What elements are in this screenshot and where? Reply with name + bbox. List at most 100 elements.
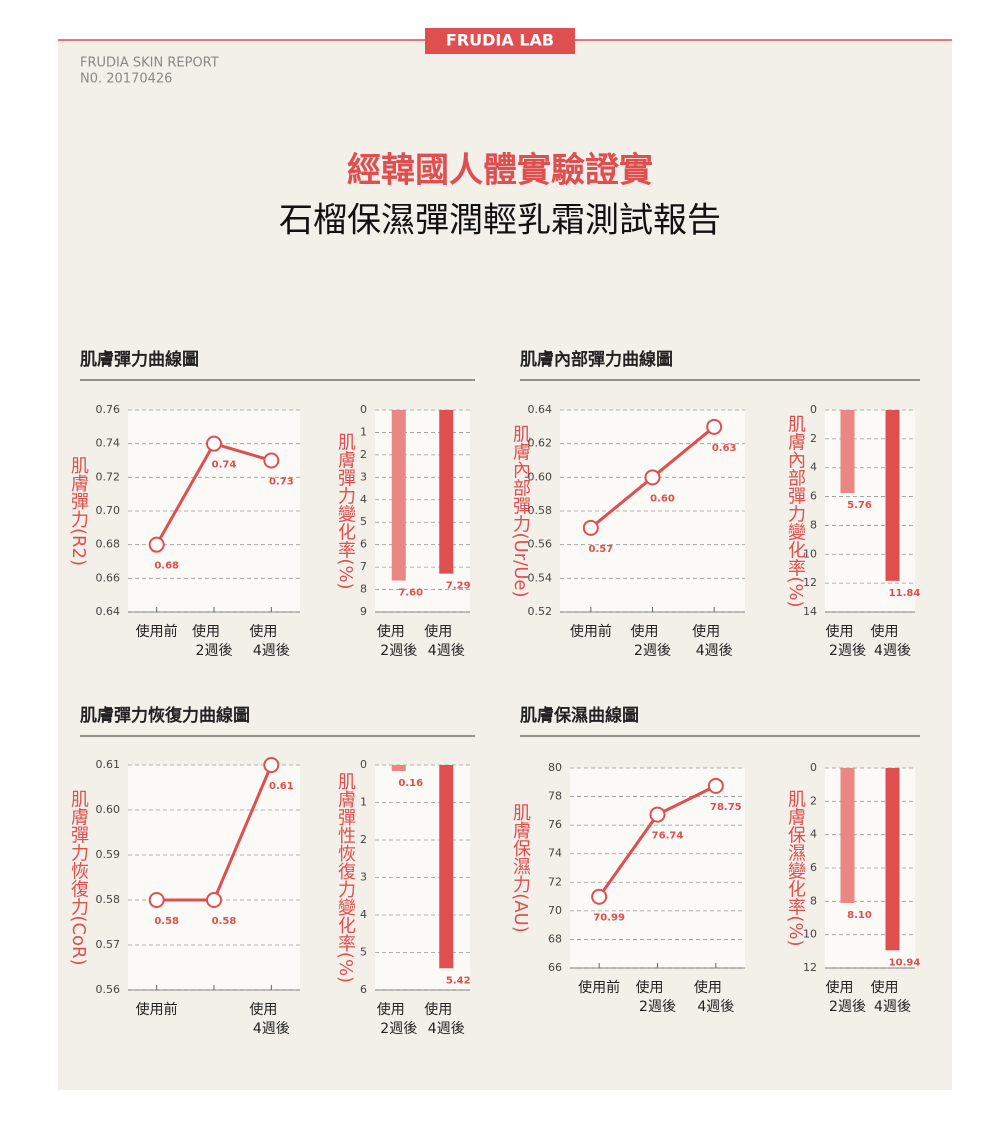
y-tick-label: 0.68	[96, 538, 121, 551]
y-tick-label: 9	[360, 605, 367, 618]
section-title: 肌膚彈力曲線圖	[80, 349, 199, 370]
y-tick-label: 2	[810, 794, 817, 807]
x-tick-label: 使用	[694, 979, 722, 996]
x-tick-label: 4週後	[253, 643, 290, 659]
y-tick-label: 4	[810, 461, 817, 474]
value-label: 7.60	[398, 588, 423, 599]
y-tick-label: 6	[810, 490, 817, 503]
badge-text: FRUDIA LAB	[446, 31, 554, 50]
y-tick-label: 5	[360, 946, 367, 959]
y-tick-label: 10	[803, 928, 817, 941]
y-axis-label: 肌膚保濕變化率(%)	[785, 789, 806, 946]
y-tick-label: 0.76	[96, 403, 121, 416]
y-tick-label: 66	[548, 961, 562, 974]
value-label: 10.94	[889, 957, 921, 968]
bar	[840, 768, 855, 903]
plot-area	[128, 765, 300, 990]
y-tick-label: 8	[810, 894, 817, 907]
value-label: 0.73	[269, 477, 294, 488]
y-tick-label: 1	[360, 796, 367, 809]
value-label: 11.84	[889, 588, 921, 599]
x-tick-label: 使用	[871, 979, 899, 996]
x-tick-label: 使用	[692, 623, 720, 640]
x-tick-label: 使用前	[136, 1001, 178, 1018]
y-tick-label: 0.70	[96, 504, 121, 517]
y-tick-label: 0.59	[96, 848, 121, 861]
x-tick-label: 4週後	[428, 643, 465, 659]
y-tick-label: 0.64	[96, 605, 121, 618]
point	[707, 777, 724, 794]
y-tick-label: 0.57	[96, 938, 121, 951]
x-tick-label: 2週後	[380, 643, 417, 659]
point	[263, 452, 280, 469]
section-title: 肌膚保濕曲線圖	[520, 705, 639, 726]
x-tick-label: 使用	[424, 1001, 452, 1018]
value-label: 0.58	[212, 916, 237, 927]
y-axis-label: 肌膚彈力變化率(%)	[335, 432, 356, 589]
y-tick-label: 74	[548, 847, 562, 860]
value-label: 0.58	[154, 916, 179, 927]
value-label: 78.75	[710, 802, 742, 813]
value-label: 0.16	[398, 778, 423, 789]
x-tick-label: 使用	[871, 623, 899, 640]
x-tick-label: 2週後	[639, 999, 676, 1015]
y-tick-label: 0.56	[528, 538, 553, 551]
x-tick-label: 使用	[826, 979, 854, 996]
x-tick-label: 4週後	[697, 999, 734, 1015]
x-tick-label: 使用	[249, 1001, 277, 1018]
y-tick-label: 2	[360, 833, 367, 846]
value-label: 7.29	[446, 581, 471, 592]
x-tick-label: 使用前	[136, 623, 178, 640]
value-label: 5.42	[446, 975, 471, 986]
y-tick-label: 68	[548, 932, 562, 945]
y-tick-label: 0	[360, 758, 367, 771]
y-tick-label: 0	[810, 761, 817, 774]
point	[706, 418, 723, 435]
subtitle: 石榴保濕彈潤輕乳霜測試報告	[279, 201, 721, 241]
value-label: 8.10	[847, 910, 872, 921]
y-axis-label: 肌膚彈性恢復力變化率(%)	[335, 772, 356, 983]
bar	[439, 410, 454, 574]
y-tick-label: 2	[360, 448, 367, 461]
value-label: 0.68	[154, 561, 179, 572]
value-label: 0.60	[650, 493, 675, 504]
y-tick-label: 0.60	[96, 803, 121, 816]
y-axis-label: 肌膚內部彈力變化率(%)	[785, 414, 806, 607]
x-tick-label: 使用前	[578, 979, 620, 996]
y-axis-label: 肌膚保濕力(AU)	[510, 803, 531, 933]
point	[591, 888, 608, 905]
x-tick-label: 使用	[249, 623, 277, 640]
plot-area	[825, 410, 915, 612]
y-tick-label: 0	[360, 403, 367, 416]
report-number: N0. 20170426	[80, 72, 172, 87]
point	[649, 806, 666, 823]
y-axis-label: 肌膚內部彈力(Ur/Ue)	[510, 425, 531, 598]
x-tick-label: 4週後	[874, 643, 911, 659]
y-tick-label: 4	[360, 908, 367, 921]
y-tick-label: 8	[810, 518, 817, 531]
y-tick-label: 6	[810, 861, 817, 874]
y-tick-label: 8	[360, 583, 367, 596]
point	[582, 519, 599, 536]
x-tick-label: 2週後	[829, 643, 866, 659]
value-label: 0.74	[212, 460, 237, 471]
point	[206, 435, 222, 452]
y-tick-label: 0	[810, 403, 817, 416]
value-label: 0.63	[712, 443, 737, 454]
y-tick-label: 10	[803, 547, 817, 560]
y-tick-label: 0.66	[96, 571, 121, 584]
y-axis-label: 肌膚彈力(R2)	[68, 456, 89, 566]
y-tick-label: 1	[360, 425, 367, 438]
x-tick-label: 4週後	[696, 643, 733, 659]
bar	[391, 410, 406, 581]
y-tick-label: 3	[360, 470, 367, 483]
y-tick-label: 12	[803, 961, 817, 974]
plot-area	[375, 410, 470, 612]
bar	[840, 410, 855, 494]
x-tick-label: 2週後	[634, 643, 671, 659]
y-tick-label: 3	[360, 871, 367, 884]
y-tick-label: 76	[548, 818, 562, 831]
bar	[885, 410, 900, 581]
x-tick-label: 使用	[192, 623, 220, 640]
y-tick-label: 2	[810, 432, 817, 445]
